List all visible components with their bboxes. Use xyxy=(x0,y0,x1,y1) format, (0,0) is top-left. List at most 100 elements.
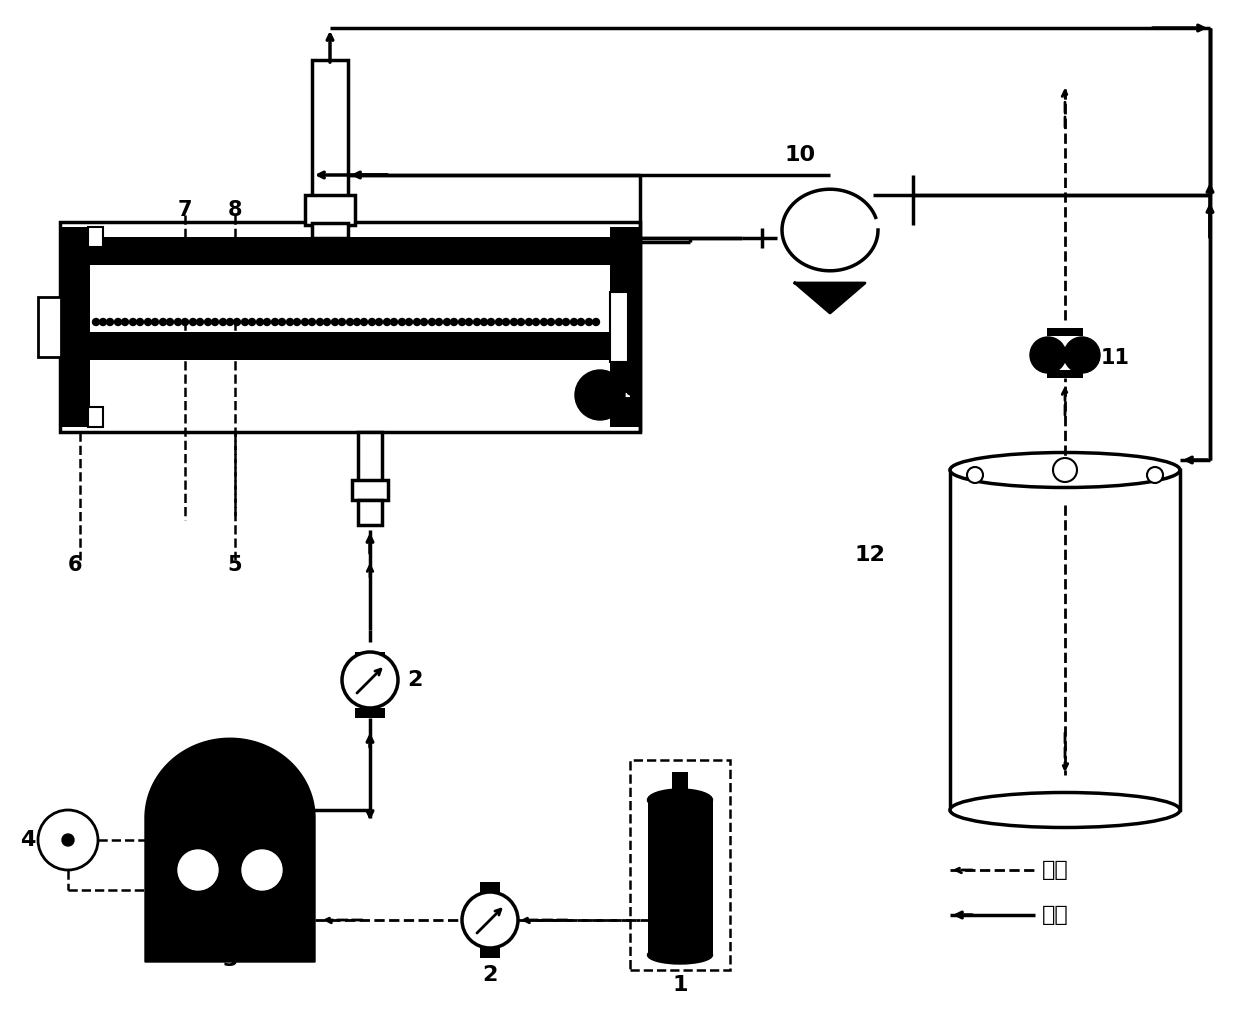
Circle shape xyxy=(346,318,353,325)
Bar xyxy=(355,708,384,718)
Text: 6: 6 xyxy=(68,555,82,575)
Bar xyxy=(91,237,610,265)
Ellipse shape xyxy=(647,789,713,811)
Circle shape xyxy=(286,318,294,325)
Circle shape xyxy=(556,318,563,325)
Text: 8: 8 xyxy=(228,200,242,220)
Circle shape xyxy=(151,318,159,325)
Circle shape xyxy=(1147,467,1163,483)
Bar xyxy=(88,227,103,247)
Circle shape xyxy=(444,318,450,325)
Text: 气流: 气流 xyxy=(1042,860,1069,880)
Text: 11: 11 xyxy=(1101,348,1130,368)
Circle shape xyxy=(107,318,114,325)
Circle shape xyxy=(585,318,593,325)
Circle shape xyxy=(248,318,255,325)
Text: 3: 3 xyxy=(222,950,238,970)
Circle shape xyxy=(429,318,435,325)
Bar xyxy=(358,432,382,482)
Circle shape xyxy=(196,318,203,325)
Circle shape xyxy=(532,318,539,325)
Text: 10: 10 xyxy=(785,145,816,165)
Bar xyxy=(305,195,355,225)
Circle shape xyxy=(1053,458,1078,482)
Circle shape xyxy=(339,318,346,325)
Bar xyxy=(91,265,610,320)
Text: 2: 2 xyxy=(482,965,497,985)
Circle shape xyxy=(368,318,376,325)
Circle shape xyxy=(517,318,525,325)
Bar xyxy=(358,500,382,525)
Bar xyxy=(91,332,610,360)
Polygon shape xyxy=(795,283,866,313)
Bar xyxy=(1047,328,1083,336)
Circle shape xyxy=(487,318,495,325)
Bar xyxy=(312,60,348,225)
Circle shape xyxy=(233,318,241,325)
Circle shape xyxy=(496,318,502,325)
Circle shape xyxy=(294,318,300,325)
Circle shape xyxy=(114,318,122,325)
Circle shape xyxy=(353,318,361,325)
Circle shape xyxy=(502,318,510,325)
Circle shape xyxy=(181,318,188,325)
Circle shape xyxy=(435,318,443,325)
Circle shape xyxy=(175,318,181,325)
Ellipse shape xyxy=(647,946,713,964)
Circle shape xyxy=(279,318,285,325)
Circle shape xyxy=(383,318,391,325)
Bar xyxy=(312,223,348,238)
Circle shape xyxy=(474,318,481,325)
Bar xyxy=(480,948,500,958)
Text: 水流: 水流 xyxy=(1042,905,1069,925)
Circle shape xyxy=(62,834,74,846)
Circle shape xyxy=(179,850,218,890)
Circle shape xyxy=(309,318,315,325)
Circle shape xyxy=(361,318,367,325)
Circle shape xyxy=(413,318,420,325)
Bar xyxy=(60,222,640,432)
Bar xyxy=(630,760,730,970)
Circle shape xyxy=(219,318,227,325)
Circle shape xyxy=(548,318,554,325)
Circle shape xyxy=(205,318,212,325)
Circle shape xyxy=(967,467,983,483)
Text: 9: 9 xyxy=(625,385,640,405)
Circle shape xyxy=(1030,337,1066,373)
Circle shape xyxy=(242,318,248,325)
Circle shape xyxy=(38,810,98,870)
Circle shape xyxy=(93,318,99,325)
Circle shape xyxy=(263,318,270,325)
Bar xyxy=(672,772,688,800)
Text: 5: 5 xyxy=(228,555,242,575)
Bar xyxy=(649,800,713,955)
Circle shape xyxy=(190,318,196,325)
Circle shape xyxy=(420,318,428,325)
Circle shape xyxy=(459,318,465,325)
Bar xyxy=(145,818,315,895)
Circle shape xyxy=(511,318,517,325)
Circle shape xyxy=(1064,337,1100,373)
Bar xyxy=(610,292,627,362)
Circle shape xyxy=(481,318,487,325)
Circle shape xyxy=(450,318,458,325)
Ellipse shape xyxy=(950,452,1180,487)
Text: 4: 4 xyxy=(20,830,36,850)
Circle shape xyxy=(405,318,413,325)
Bar xyxy=(38,297,61,357)
Circle shape xyxy=(342,652,398,708)
Circle shape xyxy=(212,318,218,325)
Circle shape xyxy=(316,318,324,325)
Circle shape xyxy=(391,318,398,325)
Circle shape xyxy=(99,318,107,325)
Circle shape xyxy=(398,318,405,325)
Bar xyxy=(610,227,640,427)
Circle shape xyxy=(563,318,569,325)
Circle shape xyxy=(122,318,129,325)
Circle shape xyxy=(376,318,382,325)
Circle shape xyxy=(160,318,166,325)
Text: 12: 12 xyxy=(854,545,885,565)
Text: 1: 1 xyxy=(672,975,688,995)
Circle shape xyxy=(272,318,279,325)
Text: 2: 2 xyxy=(407,670,423,690)
